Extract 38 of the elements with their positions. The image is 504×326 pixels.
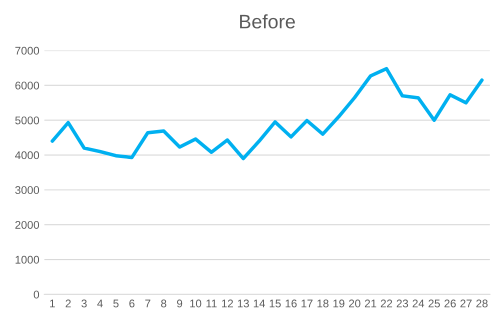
x-tick-label: 11 <box>206 300 217 308</box>
x-tick-label: 14 <box>254 300 266 308</box>
x-tick-label: 8 <box>161 300 166 308</box>
x-tick-label: 10 <box>190 300 202 308</box>
line-series <box>50 66 484 160</box>
y-tick-label: 2000 <box>15 220 40 229</box>
x-tick-label: 23 <box>396 300 408 308</box>
y-tick-label: 1000 <box>16 256 40 264</box>
x-tick-label: 19 <box>333 300 344 308</box>
x-tick-label: 1 <box>50 300 55 308</box>
x-tick-label: 22 <box>380 300 392 308</box>
x-tick-label: 3 <box>81 300 87 308</box>
x-tick-label: 12 <box>222 300 233 308</box>
x-tick-label: 28 <box>476 300 488 308</box>
x-tick-label: 13 <box>238 300 249 308</box>
y-tick-label: 5000 <box>15 116 40 124</box>
x-tick-label: 21 <box>364 300 376 308</box>
x-tick-label: 20 <box>349 300 360 308</box>
x-tick-label: 4 <box>97 300 103 308</box>
y-tick-label: 6000 <box>15 82 40 90</box>
x-tick-label: 24 <box>412 300 424 308</box>
x-tick-label: 25 <box>428 300 440 308</box>
x-tick-label: 18 <box>317 300 329 308</box>
x-tick-label: 7 <box>145 300 150 308</box>
x-tick-label: 17 <box>302 300 313 308</box>
x-tick-label: 26 <box>444 300 456 308</box>
x-tick-label: 6 <box>129 300 134 308</box>
x-tick-label: 16 <box>286 300 297 308</box>
x-tick-label: 27 <box>460 300 472 308</box>
chart-title: Before <box>240 14 295 28</box>
x-tick-label: 15 <box>270 300 281 308</box>
y-tick-label: 7000 <box>15 46 40 55</box>
y-tick-label: 4000 <box>15 151 40 160</box>
x-tick-label: 2 <box>66 300 71 308</box>
x-tick-label: 5 <box>113 300 119 308</box>
x-tick-label: 9 <box>177 300 182 308</box>
y-tick-label: 0 <box>34 290 40 299</box>
y-tick-label: 3000 <box>15 186 40 194</box>
